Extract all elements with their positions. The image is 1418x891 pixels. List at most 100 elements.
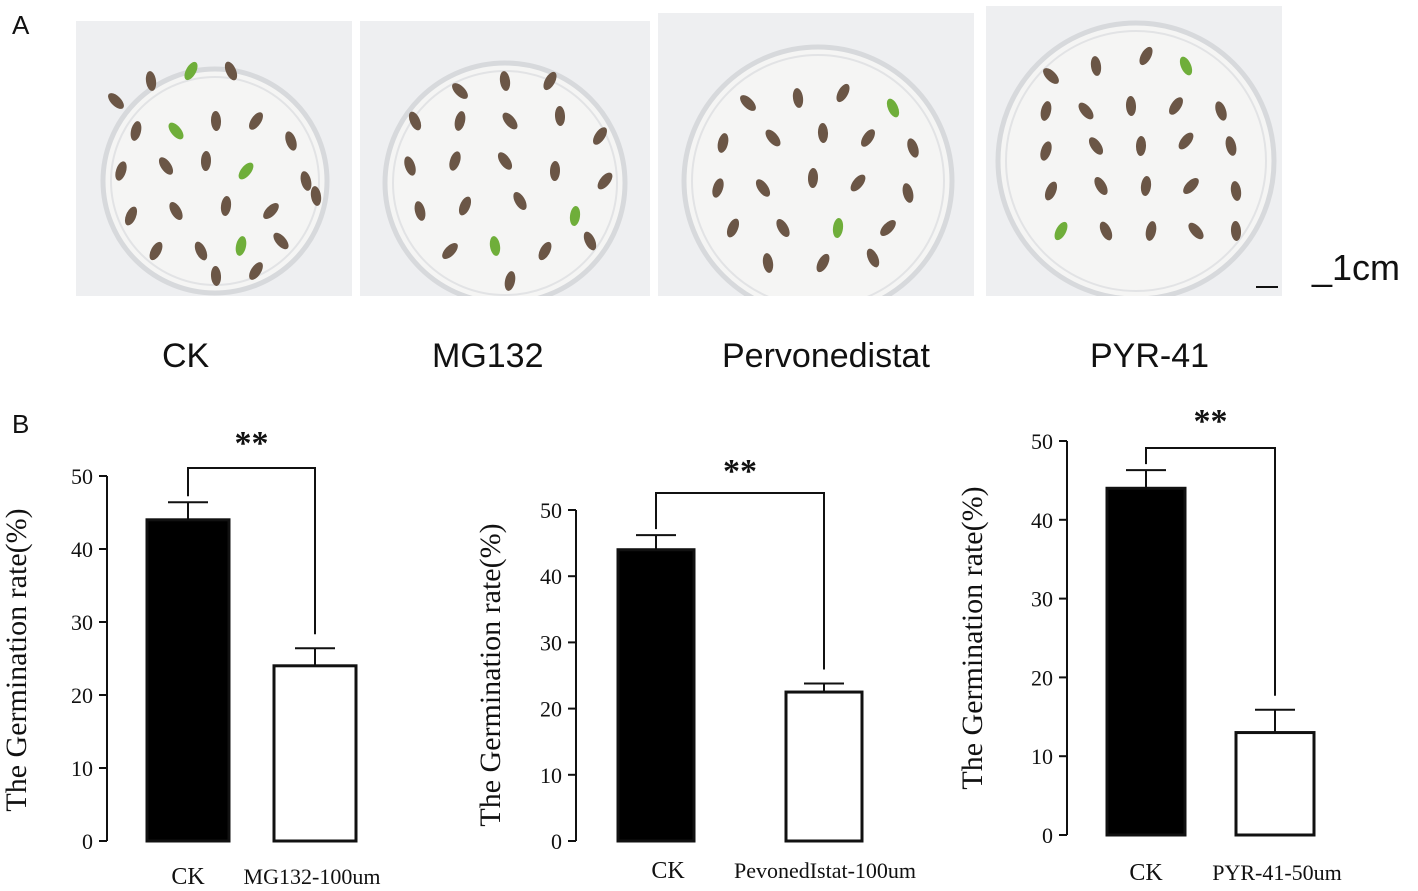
seed (1078, 102, 1094, 120)
petri-dish-ck (100, 61, 330, 296)
seed (549, 161, 561, 181)
x-category-label: PevonedIstat-100um (734, 858, 916, 883)
seed (776, 218, 790, 238)
seed (458, 196, 472, 216)
seed (115, 161, 127, 181)
seedling (886, 98, 900, 118)
panel-b-letter: B (12, 409, 30, 439)
seed (807, 168, 819, 188)
photo-label-pyr41: PYR-41 (1090, 337, 1210, 375)
seed (817, 123, 829, 143)
seed (210, 111, 222, 131)
seed (414, 201, 426, 221)
seed (740, 95, 756, 111)
y-tick-label: 40 (540, 564, 562, 589)
petri-dish-photo-pyr41 (986, 6, 1282, 296)
y-axis-label: The Germination rate(%) (474, 523, 507, 826)
seed (726, 218, 740, 238)
seed (583, 231, 597, 251)
seed (538, 241, 552, 261)
seed (220, 196, 232, 216)
seed (1225, 136, 1237, 156)
scale-bar-line (1256, 286, 1278, 288)
bar-treatment (784, 690, 864, 843)
seed (452, 83, 468, 99)
y-tick-label: 10 (1031, 744, 1053, 769)
seed (850, 174, 866, 192)
seed (449, 151, 461, 171)
seed (442, 243, 458, 259)
seed (1145, 221, 1157, 241)
seed (1230, 181, 1242, 201)
seed (200, 151, 212, 171)
seed (1040, 101, 1052, 121)
significance-bracket (655, 492, 825, 670)
seedling (238, 162, 254, 180)
seed (816, 253, 830, 273)
seed (158, 157, 174, 175)
seed (502, 112, 518, 130)
seed (1125, 96, 1137, 116)
seed (300, 171, 312, 191)
x-category-label: CK (171, 864, 205, 890)
seed (145, 71, 157, 91)
y-tick-label: 10 (71, 756, 93, 781)
petri-dish-pervonedistat (681, 44, 955, 296)
seedling (489, 236, 501, 256)
y-tick-label: 40 (71, 537, 93, 562)
y-tick-label: 20 (540, 697, 562, 722)
bar-ck (1105, 486, 1187, 837)
seed (866, 248, 880, 268)
seed (765, 129, 781, 147)
seed (792, 88, 804, 108)
seed (902, 183, 914, 203)
seed (836, 83, 850, 103)
y-tick-label: 0 (1042, 823, 1053, 848)
seed (554, 106, 566, 126)
seed (263, 203, 279, 219)
seed (543, 71, 557, 91)
seed (717, 133, 729, 153)
petri-dish-mg132 (382, 60, 628, 296)
panel-a-letter: A (12, 10, 30, 40)
seedling (184, 61, 198, 81)
significance-bracket (187, 467, 316, 635)
y-tick-label: 20 (71, 683, 93, 708)
seedling (235, 236, 247, 256)
seed (1040, 141, 1052, 161)
x-category-label: MG132-100um (244, 864, 381, 889)
seed (497, 152, 513, 170)
bar-treatment (272, 664, 358, 843)
seed (210, 266, 222, 286)
y-axis-label: The Germination rate(%) (0, 508, 33, 811)
photo-label-mg132: MG132 (432, 337, 544, 375)
y-tick-label: 50 (71, 464, 93, 489)
x-category-label: PYR-41-50um (1212, 860, 1342, 885)
seed (454, 111, 466, 131)
bar-treatment (1234, 731, 1316, 837)
seed (762, 253, 774, 273)
seed (907, 138, 919, 158)
seed (194, 241, 208, 261)
seed (499, 71, 511, 91)
seedling (1054, 221, 1068, 241)
y-tick-label: 50 (540, 498, 562, 523)
seed (108, 93, 124, 109)
seed (1169, 97, 1183, 115)
seedling (569, 206, 581, 226)
seed (1044, 181, 1058, 201)
seed (149, 241, 163, 261)
y-tick-label: 50 (1031, 429, 1053, 454)
bar-ck (616, 548, 696, 843)
seed (1183, 178, 1199, 194)
y-tick-label: 30 (71, 610, 93, 635)
seed (755, 179, 771, 197)
seed (861, 129, 875, 147)
seed (1090, 56, 1102, 76)
y-tick-label: 30 (540, 630, 562, 655)
seed (504, 271, 516, 291)
seed (249, 112, 263, 130)
y-tick-label: 40 (1031, 508, 1053, 533)
seed (513, 191, 527, 211)
